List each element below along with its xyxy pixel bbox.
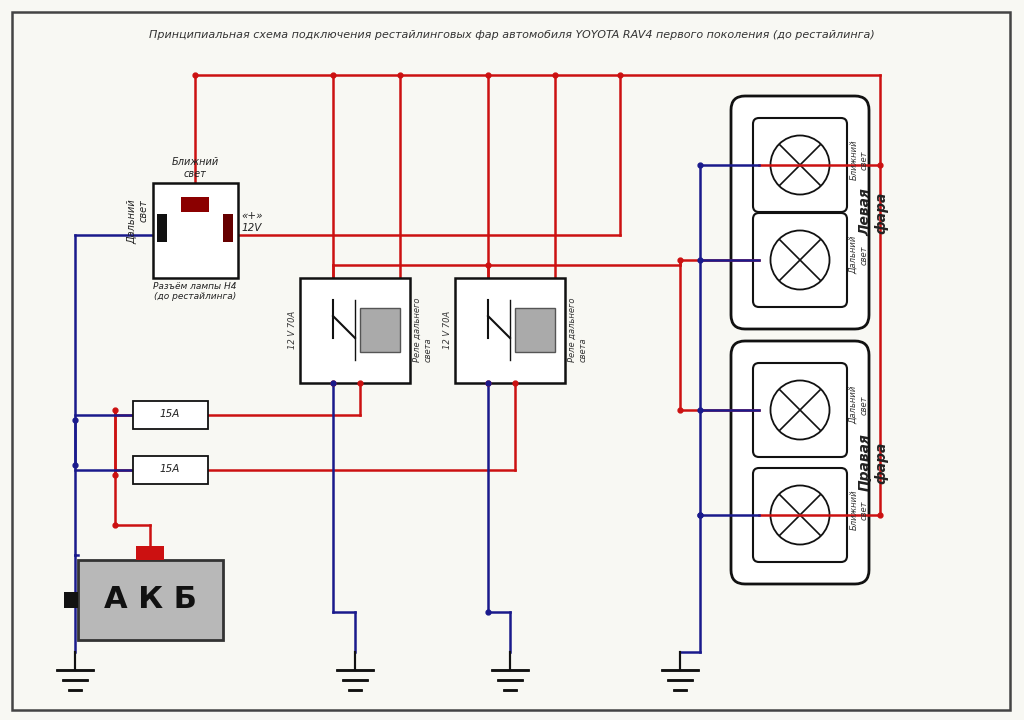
Circle shape: [770, 135, 829, 194]
FancyBboxPatch shape: [753, 468, 847, 562]
Text: Ближний
свет: Ближний свет: [849, 140, 868, 180]
Bar: [455, 277, 565, 382]
Bar: [300, 277, 410, 382]
Text: Разъём лампы H4
(до рестайлинга): Разъём лампы H4 (до рестайлинга): [154, 282, 237, 301]
FancyBboxPatch shape: [753, 118, 847, 212]
Text: Реле дальнего
света: Реле дальнего света: [568, 298, 588, 362]
Text: Ближний
свет: Ближний свет: [849, 490, 868, 531]
Text: Реле дальнего
света: Реле дальнего света: [413, 298, 432, 362]
Text: Принципиальная схема подключения рестайлинговых фар автомобиля YOYOTA RAV4 перво: Принципиальная схема подключения рестайл…: [150, 30, 874, 40]
FancyBboxPatch shape: [753, 213, 847, 307]
FancyBboxPatch shape: [731, 341, 869, 584]
FancyBboxPatch shape: [731, 96, 869, 329]
Text: 15А: 15А: [160, 464, 180, 474]
Circle shape: [770, 230, 829, 289]
Bar: [515, 308, 555, 352]
Text: Левая
фара: Левая фара: [858, 189, 888, 236]
Text: «+»
12V: «+» 12V: [242, 211, 263, 233]
Circle shape: [770, 380, 829, 439]
Bar: [132, 456, 208, 484]
Circle shape: [770, 485, 829, 544]
Text: А К Б: А К Б: [103, 585, 197, 614]
Bar: [157, 214, 167, 242]
Text: 12 V 70А: 12 V 70А: [443, 311, 452, 349]
FancyBboxPatch shape: [753, 363, 847, 457]
Bar: [136, 546, 164, 560]
Text: 12 V 70А: 12 V 70А: [288, 311, 297, 349]
Bar: [153, 182, 238, 277]
Text: Дальний
свет: Дальний свет: [849, 386, 868, 424]
Text: Дальний
свет: Дальний свет: [849, 236, 868, 274]
Bar: [132, 401, 208, 429]
Text: Правая
фара: Правая фара: [858, 433, 888, 492]
Text: Дальний
свет: Дальний свет: [127, 199, 148, 244]
Bar: [181, 197, 209, 212]
Text: 15А: 15А: [160, 409, 180, 419]
Bar: [360, 308, 400, 352]
Bar: [223, 214, 233, 242]
Text: Ближний
свет: Ближний свет: [171, 157, 219, 179]
Bar: [78, 560, 222, 640]
Bar: [63, 592, 78, 608]
